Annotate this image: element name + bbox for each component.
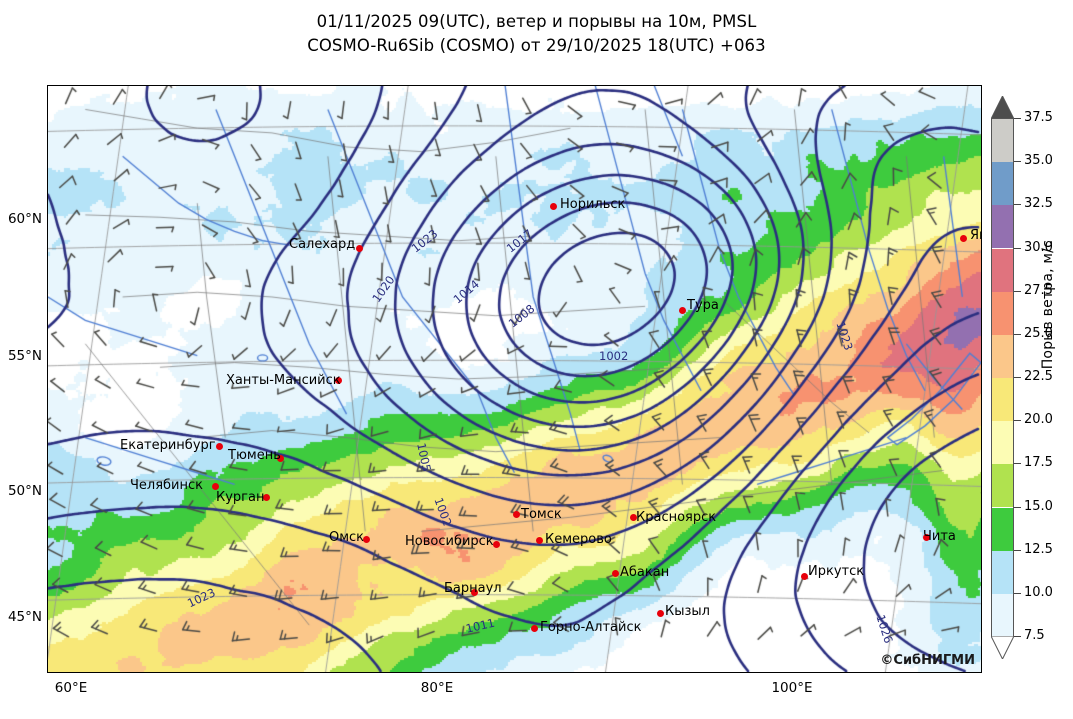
colorbar-segment xyxy=(992,421,1013,465)
colorbar-segment xyxy=(992,162,1013,206)
city-label: Челябинск xyxy=(130,478,204,493)
figure-title: 01/11/2025 09(UTC), ветер и порывы на 10… xyxy=(0,10,1073,58)
colorbar-segment xyxy=(992,464,1013,508)
colorbar-segment xyxy=(992,550,1013,594)
city-label: Курган xyxy=(216,490,265,505)
city-marker-dot xyxy=(630,514,637,521)
colorbar-tick xyxy=(1014,204,1021,206)
city-marker-dot xyxy=(363,536,370,543)
city-label: Ханты-Мансийск xyxy=(226,373,341,388)
city-label: Норильск xyxy=(560,197,626,212)
colorbar[interactable] xyxy=(991,118,1014,637)
colorbar-segment xyxy=(992,593,1013,637)
city-label: Кемерово xyxy=(545,532,612,547)
city-label: Тюмень xyxy=(228,448,281,463)
city-label: Барнаул xyxy=(444,581,502,596)
city-label: Красноярск xyxy=(636,510,717,525)
city-label: Иркутск xyxy=(808,564,865,579)
colorbar-segment xyxy=(992,205,1013,249)
colorbar-segment xyxy=(992,507,1013,551)
colorbar-title: Порыв ветра, м/с xyxy=(1040,240,1056,370)
city-label: Новосибирск xyxy=(405,534,494,549)
colorbar-tick xyxy=(1014,506,1021,508)
isobar-label: 1002 xyxy=(599,349,629,363)
colorbar-tick-label: 22.5 xyxy=(1024,369,1053,384)
city-label: Томск xyxy=(521,507,562,522)
colorbar-tick-label: 37.5 xyxy=(1024,110,1053,125)
colorbar-segment xyxy=(992,119,1013,163)
colorbar-tick xyxy=(1014,290,1021,292)
city-label: Салехард xyxy=(289,237,356,252)
city-label: Якутск xyxy=(970,228,981,243)
colorbar-segment xyxy=(992,378,1013,422)
city-marker-dot xyxy=(612,570,619,577)
city-label: Горно-Алтайск xyxy=(540,620,642,635)
city-marker-dot xyxy=(679,307,686,314)
colorbar-segment xyxy=(992,248,1013,292)
title-line-2: COSMO-Ru6Sib (COSMO) от 29/10/2025 18(UT… xyxy=(307,36,766,55)
colorbar-tick xyxy=(1014,161,1021,163)
colorbar-tick-label: 35.0 xyxy=(1024,153,1053,169)
colorbar-under-arrow xyxy=(990,635,1015,661)
city-marker-dot xyxy=(801,573,808,580)
colorbar-tick xyxy=(1014,420,1021,422)
city-label: Екатеринбург xyxy=(120,438,216,453)
colorbar-tick-label: 30.0 xyxy=(1024,239,1053,255)
city-marker-dot xyxy=(960,235,967,242)
lon-tick-label: 80°E xyxy=(420,680,454,696)
map-field-canvas xyxy=(48,86,981,672)
colorbar-tick-label: 27.5 xyxy=(1024,282,1053,298)
map-plot-area[interactable]: Норильск Якутск Салехард Тура Ханты-Мансийск… xyxy=(47,85,982,673)
colorbar-tick-label: 12.5 xyxy=(1024,541,1053,557)
colorbar-tick xyxy=(1014,636,1021,637)
colorbar-tick-label: 20.0 xyxy=(1024,412,1053,428)
city-label: Чита xyxy=(923,529,956,544)
colorbar-tick xyxy=(1014,377,1021,378)
colorbar-tick-label: 32.5 xyxy=(1024,196,1053,212)
city-marker-dot xyxy=(263,494,270,501)
lat-tick-label: 45°N xyxy=(7,609,42,625)
colorbar-over-arrow xyxy=(990,94,1015,120)
city-marker-dot xyxy=(471,589,478,596)
lat-tick-label: 50°N xyxy=(7,483,42,499)
colorbar-tick-label: 15.0 xyxy=(1024,498,1053,514)
colorbar-tick-label: 25.0 xyxy=(1024,325,1053,341)
colorbar-tick-label: 10.0 xyxy=(1024,584,1053,600)
city-marker-dot xyxy=(212,483,219,490)
city-marker-dot xyxy=(335,377,342,384)
colorbar-tick xyxy=(1014,463,1021,465)
city-marker-dot xyxy=(356,245,363,252)
lat-tick-label: 55°N xyxy=(7,348,42,364)
colorbar-tick-label: 17.5 xyxy=(1024,455,1053,471)
colorbar-segment xyxy=(992,334,1013,378)
city-label: Кызыл xyxy=(665,604,710,619)
colorbar-tick xyxy=(1014,549,1021,551)
city-label: Тура xyxy=(687,298,719,313)
colorbar-tick-label: 7.5 xyxy=(1024,628,1045,643)
lon-tick-label: 60°E xyxy=(54,680,88,696)
city-marker-dot xyxy=(550,203,557,210)
title-line-1: 01/11/2025 09(UTC), ветер и порывы на 10… xyxy=(316,12,757,31)
city-marker-dot xyxy=(657,610,664,617)
colorbar-tick xyxy=(1014,247,1021,249)
city-marker-dot xyxy=(923,534,930,541)
lat-tick-label: 60°N xyxy=(7,211,42,227)
lon-tick-label: 100°E xyxy=(771,680,813,696)
city-marker-dot xyxy=(277,455,284,462)
colorbar-tick xyxy=(1014,592,1021,594)
watermark: ©СибНИГМИ xyxy=(880,653,975,668)
city-marker-dot xyxy=(513,511,520,518)
colorbar-tick xyxy=(1014,333,1021,335)
city-label: Омск xyxy=(329,530,365,545)
city-marker-dot xyxy=(536,537,543,544)
city-marker-dot xyxy=(216,443,223,450)
city-marker-dot xyxy=(493,541,500,548)
colorbar-segment xyxy=(992,291,1013,335)
colorbar-tick xyxy=(1014,118,1021,119)
city-marker-dot xyxy=(531,625,538,632)
city-label: Абакан xyxy=(620,565,670,580)
